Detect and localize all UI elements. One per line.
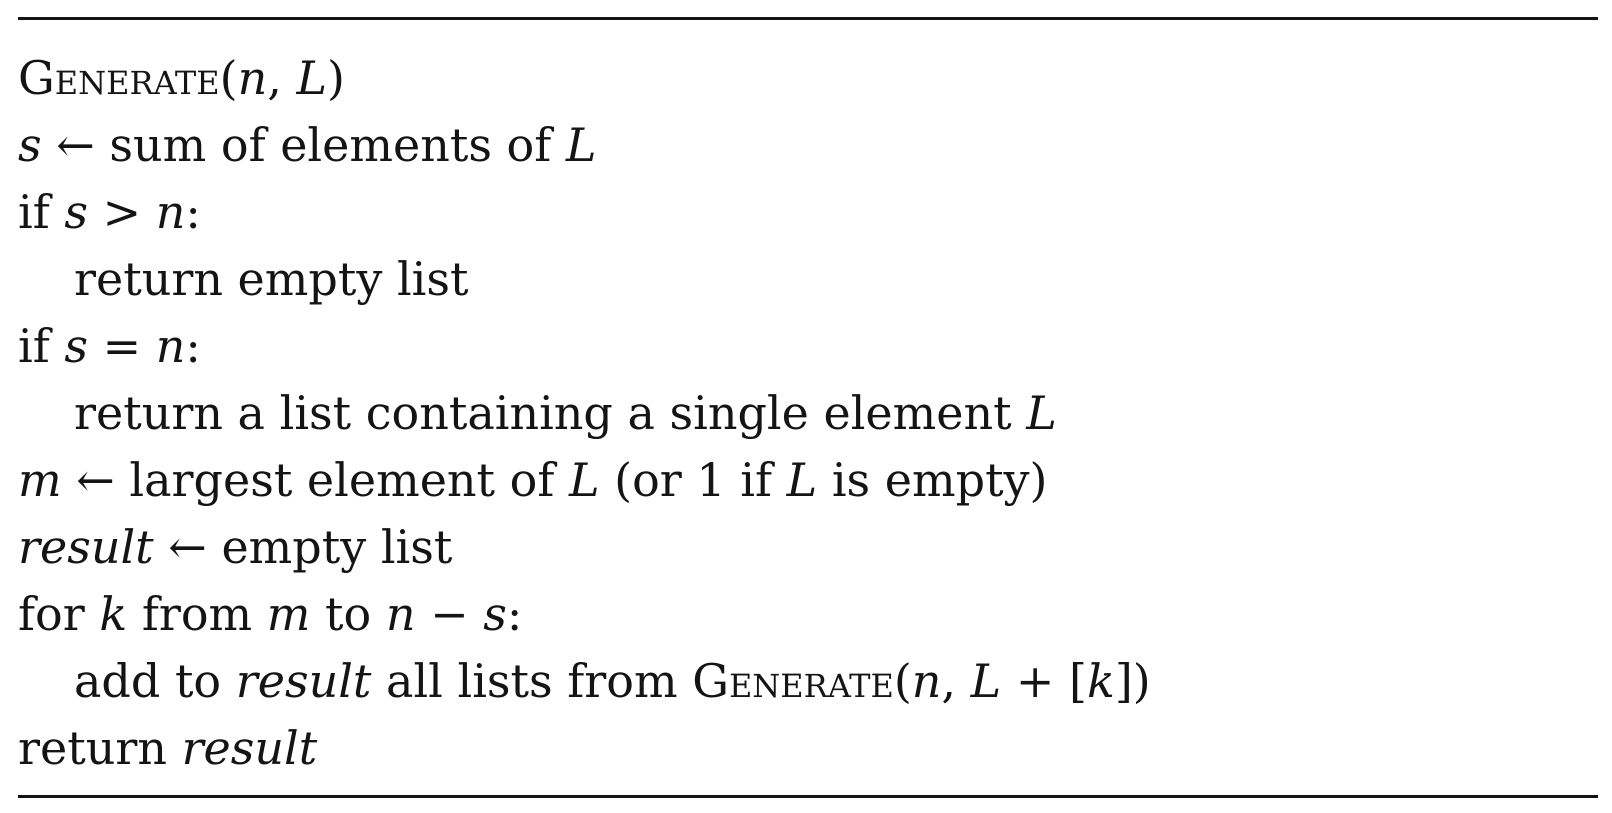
algorithm-line-3: if s > n: xyxy=(18,185,201,239)
algorithm-line-9: for k from m to n − s: xyxy=(18,587,523,641)
procedure-call: Generate xyxy=(692,654,894,708)
algorithm-line-8: result ← empty list xyxy=(18,520,453,574)
algorithm-line-10: add to result all lists from Generate(n,… xyxy=(74,654,1151,708)
procedure-name: Generate xyxy=(18,51,220,105)
bottom-rule xyxy=(18,795,1598,798)
algorithm-line-6: return a list containing a single elemen… xyxy=(74,386,1057,440)
algorithm-line-4: return empty list xyxy=(74,252,469,306)
algorithm-line-2: s ← sum of elements of L xyxy=(18,118,597,172)
top-rule xyxy=(18,17,1598,20)
algorithm-line-11: return result xyxy=(18,721,318,775)
algorithm-line-1: Generate(n, L) xyxy=(18,51,345,105)
algorithm-line-5: if s = n: xyxy=(18,319,201,373)
algorithm-line-7: m ← largest element of L (or 1 if L is e… xyxy=(18,453,1048,507)
